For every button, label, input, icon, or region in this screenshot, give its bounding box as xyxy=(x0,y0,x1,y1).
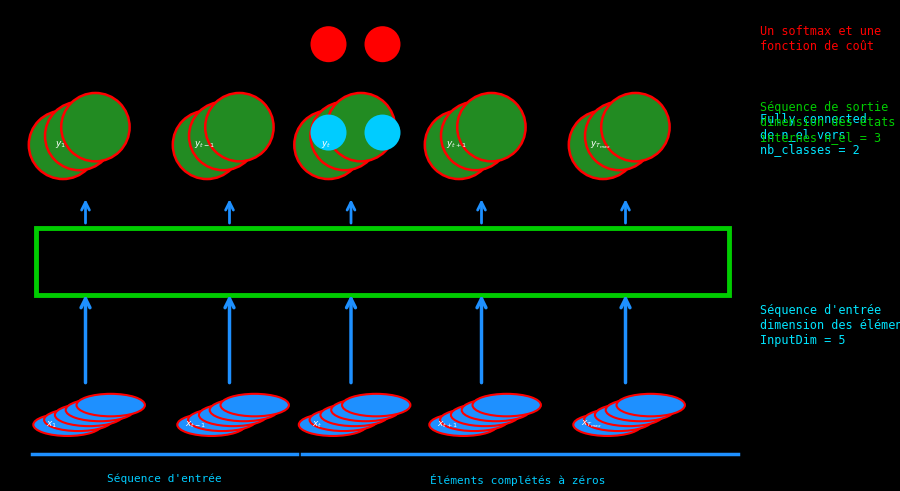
Ellipse shape xyxy=(573,413,642,436)
Ellipse shape xyxy=(601,93,670,162)
Ellipse shape xyxy=(173,110,241,179)
Ellipse shape xyxy=(29,110,97,179)
Text: Séquence d'entrée: Séquence d'entrée xyxy=(107,474,221,484)
Ellipse shape xyxy=(310,409,378,431)
Ellipse shape xyxy=(66,399,134,421)
Ellipse shape xyxy=(585,102,653,170)
Text: $y_{{t-1}}$: $y_{{t-1}}$ xyxy=(194,139,215,150)
Text: Séquence de sortie
dimension des états
internes n_el = 3: Séquence de sortie dimension des états i… xyxy=(760,101,896,144)
Ellipse shape xyxy=(310,26,346,62)
Ellipse shape xyxy=(320,404,389,426)
Text: $x_{t}$: $x_{t}$ xyxy=(311,419,322,430)
Ellipse shape xyxy=(310,102,379,170)
Ellipse shape xyxy=(199,404,267,426)
Ellipse shape xyxy=(327,93,395,162)
Ellipse shape xyxy=(188,409,256,431)
Ellipse shape xyxy=(189,102,257,170)
Text: $y_{t}$: $y_{t}$ xyxy=(320,139,331,150)
Ellipse shape xyxy=(55,404,123,426)
Ellipse shape xyxy=(595,404,663,426)
Text: Séquence d'entrée
dimension des éléments :
InputDim = 5: Séquence d'entrée dimension des éléments… xyxy=(760,304,900,348)
Ellipse shape xyxy=(429,413,498,436)
Ellipse shape xyxy=(210,399,278,421)
Ellipse shape xyxy=(76,394,145,416)
Ellipse shape xyxy=(440,409,508,431)
Ellipse shape xyxy=(205,93,274,162)
Ellipse shape xyxy=(616,394,685,416)
Ellipse shape xyxy=(331,399,400,421)
Ellipse shape xyxy=(472,394,541,416)
Ellipse shape xyxy=(299,413,367,436)
Ellipse shape xyxy=(177,413,246,436)
Text: $y_{{T_{max}}}$: $y_{{T_{max}}}$ xyxy=(590,139,611,151)
Ellipse shape xyxy=(220,394,289,416)
Ellipse shape xyxy=(451,404,519,426)
Text: $x_{1}$: $x_{1}$ xyxy=(46,419,57,430)
Ellipse shape xyxy=(462,399,530,421)
Ellipse shape xyxy=(44,409,112,431)
Ellipse shape xyxy=(45,102,113,170)
Ellipse shape xyxy=(606,399,674,421)
Bar xyxy=(36,228,729,295)
Text: Fully connected
de n_el vers
nb_classes = 2: Fully connected de n_el vers nb_classes … xyxy=(760,113,868,156)
Ellipse shape xyxy=(310,114,346,151)
Text: $x_{{T_{max}}}$: $x_{{T_{max}}}$ xyxy=(580,419,602,431)
Ellipse shape xyxy=(294,110,363,179)
Ellipse shape xyxy=(457,93,526,162)
Ellipse shape xyxy=(364,114,400,151)
Text: $y_{{t+1}}$: $y_{{t+1}}$ xyxy=(446,139,467,150)
Text: $x_{{t+1}}$: $x_{{t+1}}$ xyxy=(436,419,458,430)
Ellipse shape xyxy=(441,102,509,170)
Ellipse shape xyxy=(569,110,637,179)
Ellipse shape xyxy=(61,93,130,162)
Text: $y_{1}$: $y_{1}$ xyxy=(55,139,66,150)
Ellipse shape xyxy=(584,409,652,431)
Text: $x_{{t-1}}$: $x_{{t-1}}$ xyxy=(184,419,206,430)
Ellipse shape xyxy=(33,413,102,436)
Ellipse shape xyxy=(342,394,410,416)
Text: Éléments complétés à zéros: Éléments complétés à zéros xyxy=(430,474,605,486)
Text: Un softmax et une
fonction de coût: Un softmax et une fonction de coût xyxy=(760,25,882,53)
Ellipse shape xyxy=(364,26,400,62)
Ellipse shape xyxy=(425,110,493,179)
